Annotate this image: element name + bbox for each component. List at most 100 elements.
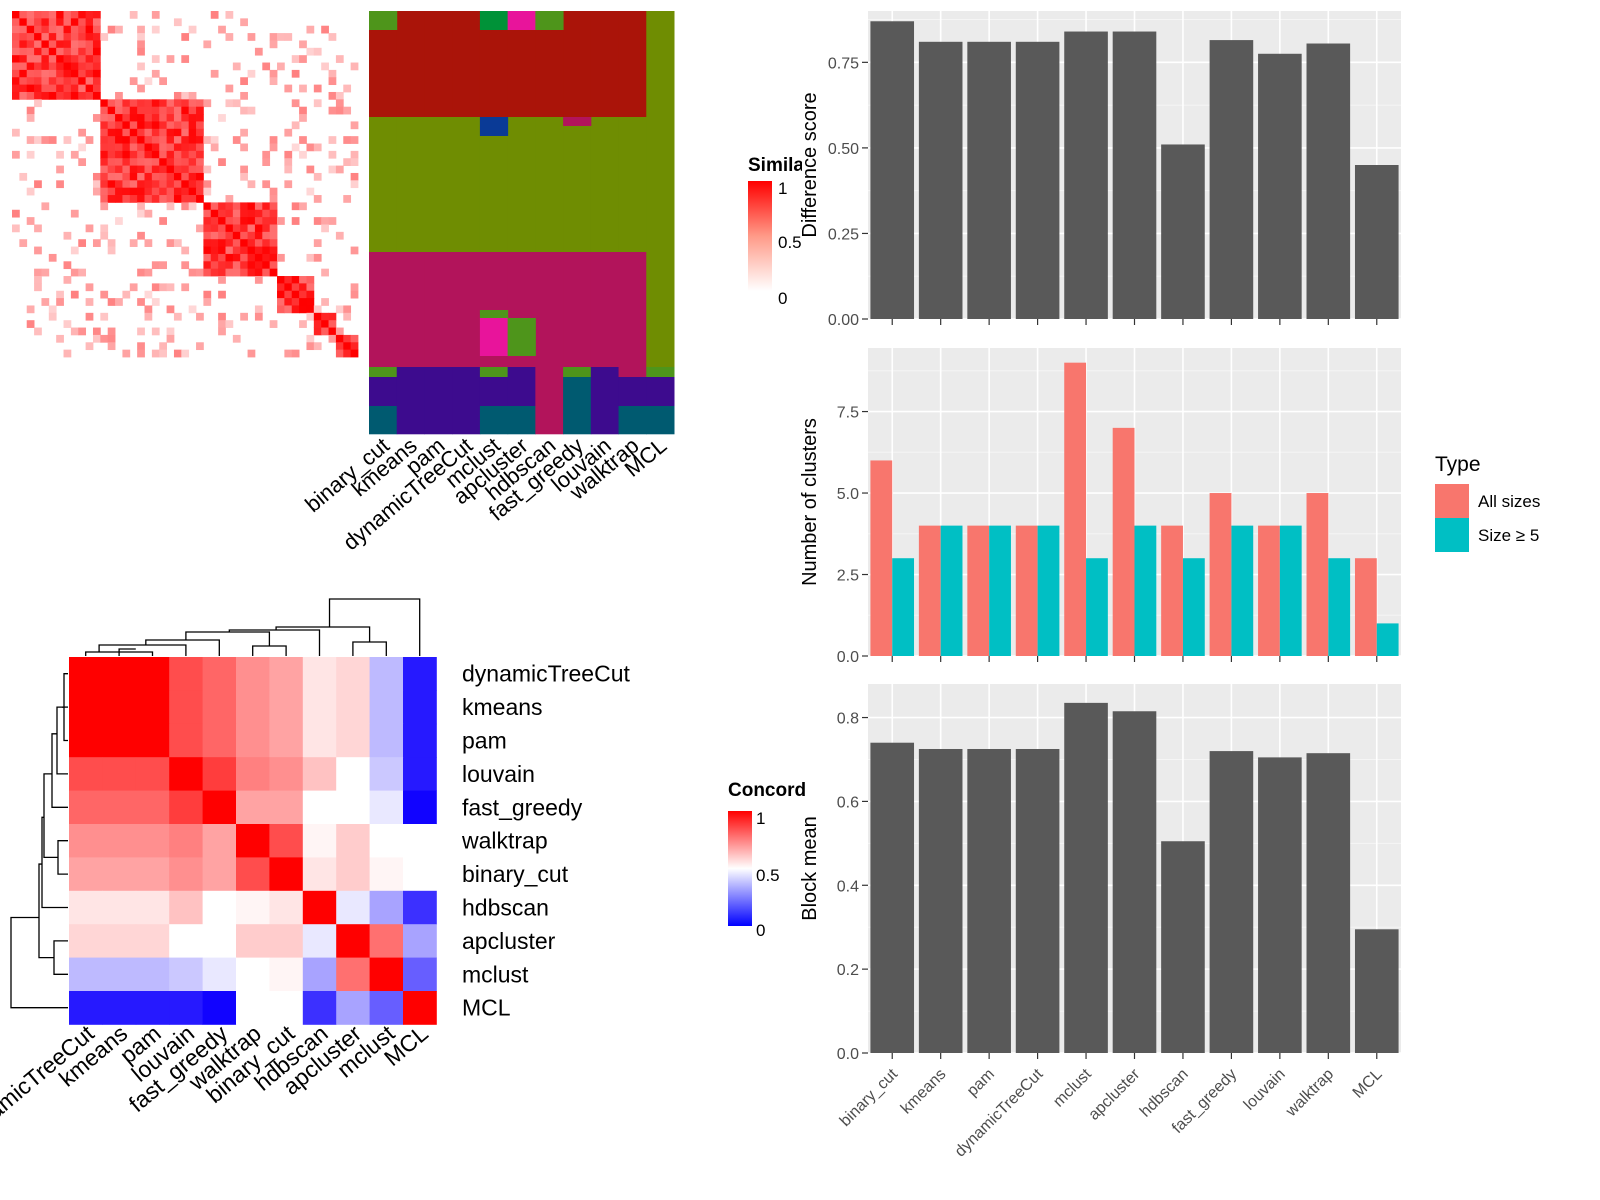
similarity-cell xyxy=(240,239,248,247)
similarity-cell xyxy=(166,121,175,130)
similarity-cell xyxy=(34,91,42,100)
similarity-cell xyxy=(181,180,190,189)
similarity-cell xyxy=(41,268,50,277)
cluster-cell xyxy=(507,377,536,407)
similarity-cell xyxy=(254,47,263,56)
concordance-cell xyxy=(403,890,437,925)
cluster-cell xyxy=(646,252,675,368)
similarity-cell xyxy=(166,143,175,152)
similarity-cell xyxy=(313,253,322,262)
similarity-cell xyxy=(151,55,160,63)
similarity-cell xyxy=(240,217,248,225)
similarity-cell xyxy=(225,33,234,41)
similarity-cell xyxy=(240,128,248,137)
similarity-cell xyxy=(63,77,72,86)
concordance-cell xyxy=(102,924,137,958)
similarity-cell xyxy=(26,18,35,27)
similarity-legend-colorbar xyxy=(748,181,772,291)
y-axis-label: Difference score xyxy=(799,92,821,237)
similarity-cell xyxy=(166,150,175,159)
similarity-cell xyxy=(350,349,359,358)
similarity-cell xyxy=(70,11,79,19)
concordance-cell xyxy=(69,957,103,992)
similarity-cell xyxy=(173,91,182,100)
similarity-cell xyxy=(269,224,278,233)
similarity-cell xyxy=(48,77,57,86)
similarity-cell xyxy=(225,209,234,218)
similarity-cell xyxy=(247,180,256,189)
similarity-cell xyxy=(19,25,28,34)
similarity-cell xyxy=(196,143,204,152)
similarity-cell xyxy=(181,99,190,108)
similarity-cell xyxy=(181,261,190,270)
similarity-cell xyxy=(232,62,241,71)
similarity-cell xyxy=(343,312,352,321)
concordance-cell xyxy=(202,824,237,858)
concordance-legend-tick: 0.5 xyxy=(756,866,780,885)
similarity-cell xyxy=(188,25,197,34)
similarity-cell xyxy=(151,349,160,358)
similarity-cell xyxy=(240,18,248,27)
dendrogram-branch xyxy=(98,644,187,656)
similarity-cell xyxy=(240,312,248,321)
similarity-cell xyxy=(173,165,182,174)
similarity-cell xyxy=(144,136,153,144)
concordance-cell xyxy=(336,824,370,858)
concordance-cell xyxy=(403,857,437,892)
y-tick-label: 0.0 xyxy=(837,1046,859,1063)
similarity-cell xyxy=(321,62,329,71)
similarity-cell xyxy=(56,62,64,71)
similarity-cell xyxy=(78,239,87,247)
similarity-cell xyxy=(70,327,79,336)
concordance-cell xyxy=(269,723,304,758)
similarity-cell xyxy=(100,290,109,299)
similarity-cell xyxy=(196,136,204,144)
similarity-cell xyxy=(181,165,190,174)
similarity-cell xyxy=(284,165,293,174)
similarity-cell xyxy=(262,224,271,233)
similarity-cell xyxy=(56,18,64,27)
similarity-cell xyxy=(100,158,109,166)
concordance-cell xyxy=(269,957,304,992)
similarity-cell xyxy=(277,298,285,306)
similarity-cell xyxy=(144,158,153,166)
similarity-cell xyxy=(85,55,94,63)
similarity-cell xyxy=(100,121,109,130)
cluster-cell xyxy=(452,367,481,378)
similarity-cell xyxy=(151,261,160,270)
concordance-cell xyxy=(369,957,404,992)
concordance-cell xyxy=(369,857,404,892)
similarity-cell xyxy=(159,172,167,181)
cluster-cell-accent xyxy=(535,11,564,30)
cluster-cell xyxy=(563,406,592,435)
similarity-cell xyxy=(151,136,160,144)
bar-all-sizes xyxy=(1258,525,1280,656)
concordance-row-label: hdbscan xyxy=(462,895,549,921)
similarity-cell xyxy=(247,209,256,218)
similarity-cell xyxy=(12,40,20,49)
type-legend-title: Type xyxy=(1435,453,1481,476)
similarity-cell xyxy=(92,69,101,78)
similarity-cell xyxy=(262,209,271,218)
concordance-cell xyxy=(202,991,237,1025)
concordance-row-label: pam xyxy=(462,728,507,754)
similarity-cell xyxy=(188,165,197,174)
similarity-cell xyxy=(196,268,204,277)
similarity-cell xyxy=(328,334,337,343)
similarity-cell xyxy=(159,99,167,108)
similarity-cell xyxy=(26,11,35,19)
similarity-cell xyxy=(85,84,94,93)
similarity-cell xyxy=(41,25,50,34)
type-legend-swatch xyxy=(1435,484,1469,518)
similarity-cell xyxy=(277,290,285,299)
similarity-cell xyxy=(284,84,293,93)
concordance-cell xyxy=(69,790,103,825)
similarity-cell xyxy=(181,106,190,115)
similarity-cell xyxy=(144,187,153,196)
similarity-cell xyxy=(70,268,79,277)
similarity-cell xyxy=(335,342,344,351)
concordance-cell xyxy=(369,924,404,958)
similarity-cell xyxy=(203,99,212,108)
similarity-cell xyxy=(218,158,226,166)
similarity-cell xyxy=(181,91,190,100)
